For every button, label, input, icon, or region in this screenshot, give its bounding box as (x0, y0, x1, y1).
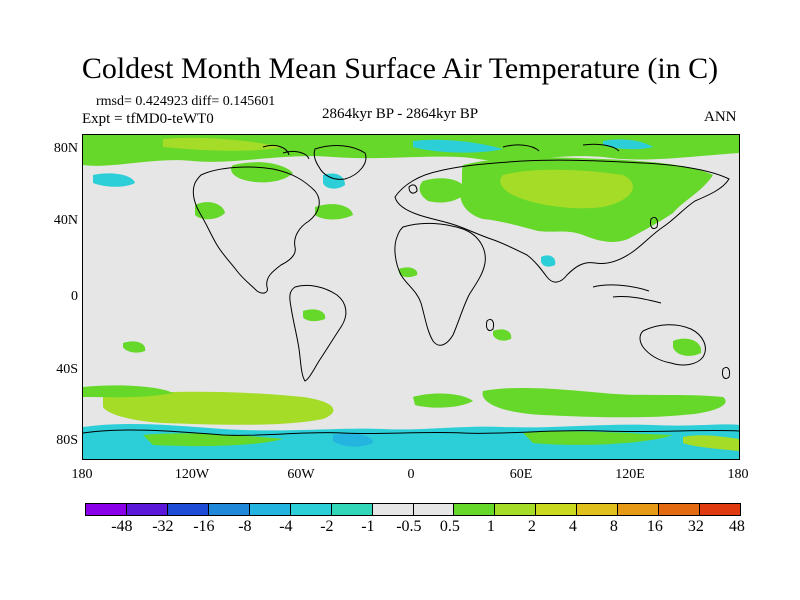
x-axis-label-120e: 120E (615, 467, 645, 482)
colorbar-label: -48 (111, 518, 133, 535)
anomaly-region-indian (493, 329, 512, 341)
colorbar-label: -4 (279, 518, 293, 535)
colorbar-label: 32 (687, 518, 704, 535)
colorbar-label: 16 (646, 518, 663, 535)
anomaly-region-antarctica-5 (683, 435, 739, 451)
period-label: 2864kyr BP - 2864kyr BP (322, 106, 479, 122)
coastline-greenland (313, 145, 367, 180)
coastline-indonesia (592, 284, 662, 304)
colorbar-label: 2 (527, 518, 536, 535)
colorbar-segment (126, 504, 168, 515)
colorbar-segment (167, 504, 209, 515)
anomaly-region-alaska (195, 202, 225, 220)
colorbar-segment (86, 504, 127, 515)
anomaly-region-south-atlantic (413, 393, 473, 408)
experiment-label: Expt = tfMD0-teWT0 (82, 111, 214, 127)
coastline-africa (394, 222, 486, 346)
colorbar (85, 503, 741, 516)
y-axis-label-40n: 40N (53, 213, 78, 228)
colorbar-segment (577, 504, 619, 515)
colorbar-label: -2 (320, 518, 334, 535)
coastline-britain (408, 184, 418, 194)
colorbar-label: -8 (238, 518, 252, 535)
season-label: ANN (704, 109, 737, 125)
colorbar-segment (413, 504, 455, 515)
coastline-australia (639, 324, 706, 366)
anomaly-region-antarctica-2 (143, 433, 283, 447)
anomaly-region-arctic-4 (603, 139, 653, 150)
anomaly-region-europe (419, 178, 467, 203)
y-axis-label-80n: 80N (53, 141, 78, 156)
colorbar-segment (454, 504, 496, 515)
colorbar-label: 48 (728, 518, 745, 535)
coastline-arctic-islands (262, 143, 620, 160)
colorbar-segment (372, 504, 414, 515)
colorbar-label: -16 (193, 518, 215, 535)
coastline-north-america (192, 166, 320, 294)
colorbar-segment (495, 504, 537, 515)
colorbar-segment (700, 504, 740, 515)
colorbar-label: 0.5 (439, 518, 460, 535)
y-axis-label-80s: 80S (56, 433, 78, 448)
colorbar-label: -0.5 (396, 518, 422, 535)
anomaly-region-pacific-s (123, 341, 146, 353)
coastline-madagascar (486, 318, 494, 332)
coastline-eurasia (394, 159, 730, 283)
x-axis-label-180e: 180 (727, 467, 749, 482)
colorbar-segment (659, 504, 701, 515)
anomaly-region-southern-ocean-2 (83, 385, 173, 398)
map-title: Coldest Month Mean Surface Air Temperatu… (81, 52, 719, 85)
colorbar-segment (290, 504, 332, 515)
y-axis-label-40s: 40S (56, 362, 78, 377)
anomaly-region-greenland (323, 173, 345, 189)
x-axis-label-180w: 180 (71, 467, 93, 482)
anomaly-region-southern-ocean (103, 391, 334, 425)
colorbar-label: -32 (152, 518, 174, 535)
map-panel (82, 134, 740, 460)
coastline-antarctica (83, 429, 739, 436)
x-axis-label-0: 0 (407, 467, 415, 482)
anomaly-region-antarctica-3 (523, 431, 673, 445)
colorbar-label: 4 (568, 518, 577, 535)
colorbar-label: 1 (486, 518, 495, 535)
anomaly-region-pacific-n (93, 173, 135, 187)
colorbar-label: 8 (609, 518, 618, 535)
colorbar-segment (618, 504, 660, 515)
y-axis-label-0: 0 (71, 289, 78, 304)
anomaly-region-south-indian (482, 387, 726, 418)
anomaly-region-eurasia-2 (500, 169, 633, 209)
colorbar-label: -1 (361, 518, 375, 535)
anomaly-region-antarctica-4 (333, 433, 373, 447)
stats-label: rmsd= 0.424923 diff= 0.145601 (96, 94, 276, 109)
coastline-new-zealand (722, 366, 730, 380)
anomaly-region-arctic-3 (413, 139, 503, 153)
colorbar-segment (249, 504, 291, 515)
coastline-japan (650, 216, 658, 230)
coastline-south-america (289, 284, 347, 382)
x-axis-label-60e: 60E (509, 467, 533, 482)
x-axis-label-120w: 120W (174, 467, 210, 482)
coastlines (83, 143, 739, 436)
anomaly-region-africa-n (399, 267, 418, 278)
anomaly-region-pacific-eq (303, 309, 326, 322)
colorbar-segment (331, 504, 373, 515)
colorbar-segment (208, 504, 250, 515)
anomaly-region-atlantic (315, 204, 353, 220)
anomaly-region-arctic-2 (163, 137, 283, 151)
anomaly-region-australia (673, 338, 702, 356)
anomaly-map (83, 135, 739, 459)
anomaly-region-india (541, 255, 556, 267)
colorbar-segment (536, 504, 578, 515)
x-axis-label-60w: 60W (287, 467, 315, 482)
